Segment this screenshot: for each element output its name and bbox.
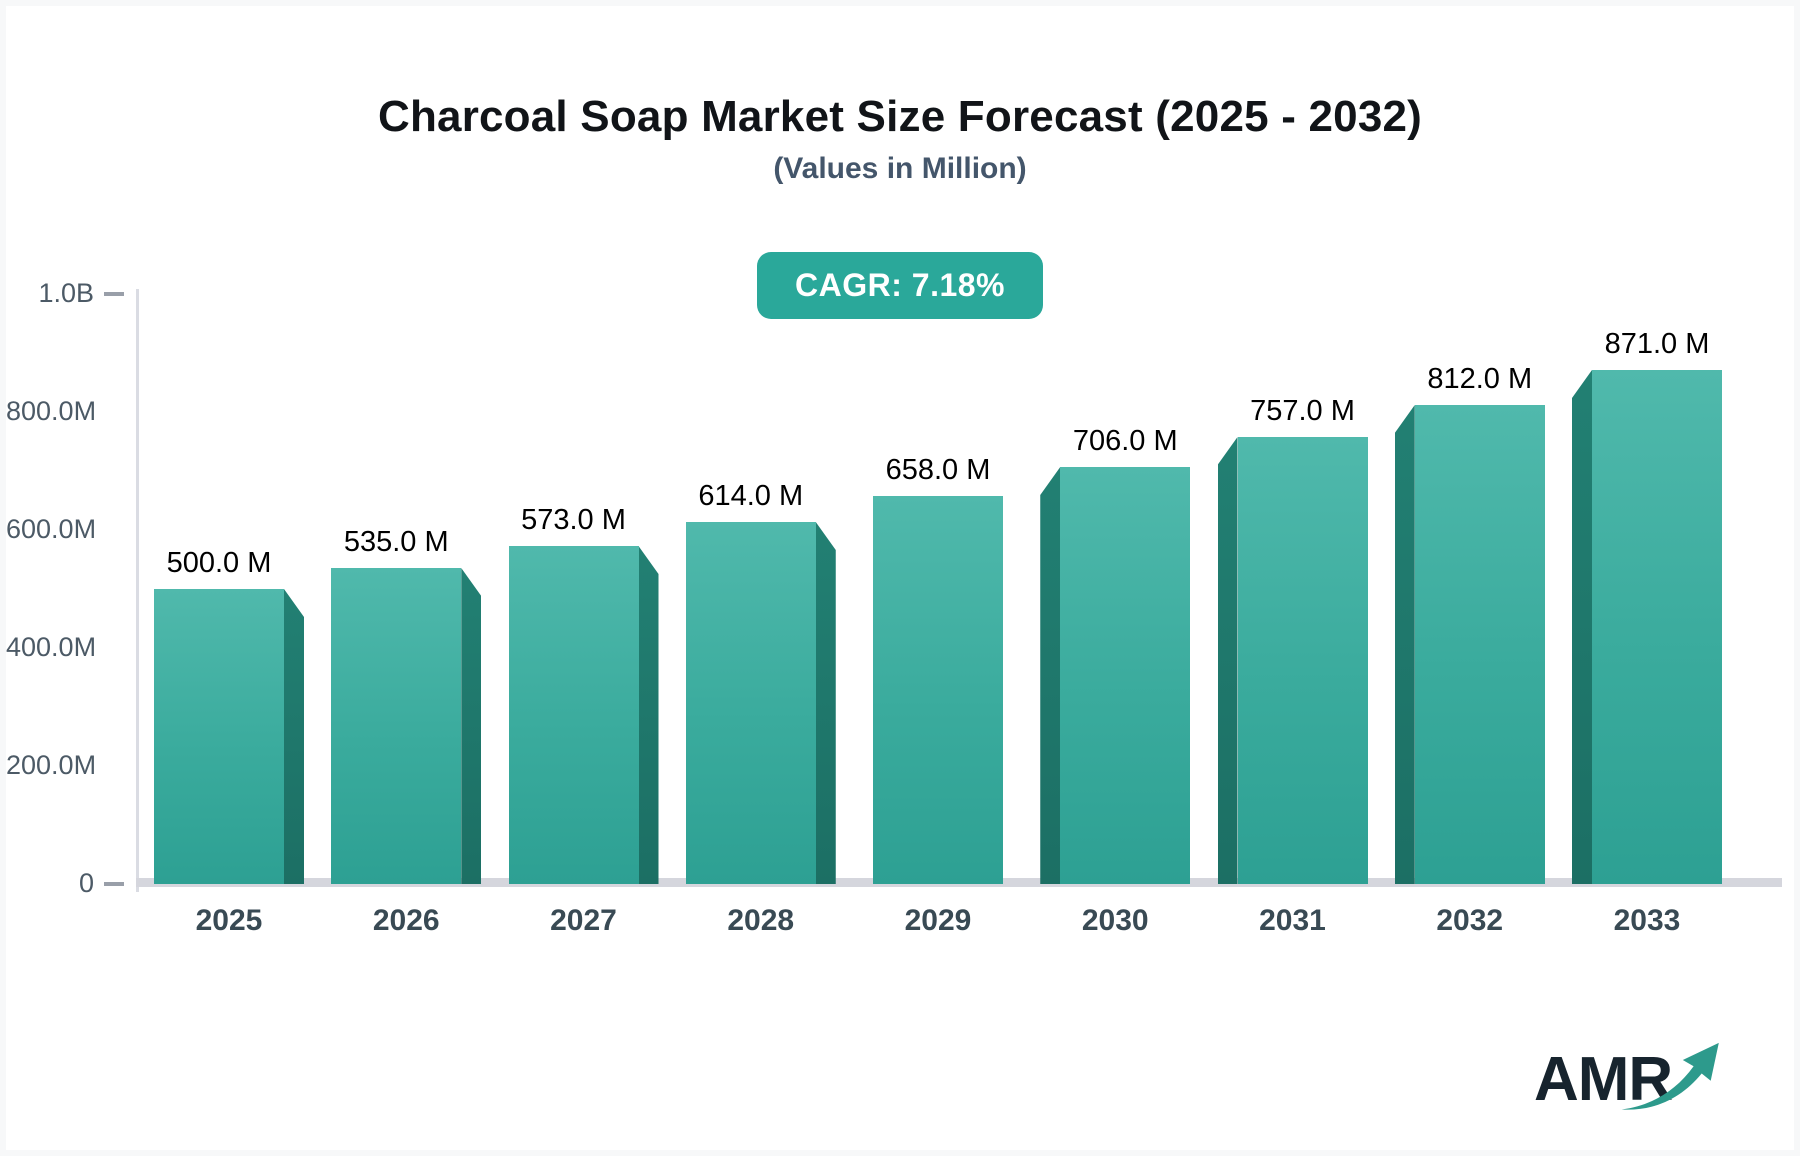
y-tick-label: 400.0M xyxy=(6,632,97,662)
bar-2028: 614.0 M xyxy=(685,480,836,884)
x-tick-label-2026: 2026 xyxy=(372,904,440,937)
bar-value-label: 500.0 M xyxy=(166,547,272,579)
x-tick-label-2027: 2027 xyxy=(550,904,617,937)
bar-value-label: 757.0 M xyxy=(1250,395,1355,427)
bar-2029: 658.0 M xyxy=(873,454,1003,884)
bar-side-face xyxy=(284,589,304,884)
bar-value-label: 706.0 M xyxy=(1072,425,1178,457)
chart-canvas: Charcoal Soap Market Size Forecast (2025… xyxy=(6,6,1794,1150)
bar-2026: 535.0 M xyxy=(331,526,482,884)
y-tick-label: 600.0M xyxy=(6,514,97,544)
bar-2031: 757.0 M xyxy=(1217,395,1368,884)
cagr-badge: CAGR: 7.18% xyxy=(757,252,1043,319)
x-tick-label-2032: 2032 xyxy=(1436,904,1504,937)
x-tick-label-2030: 2030 xyxy=(1081,904,1149,937)
y-tick-label: 800.0M xyxy=(6,396,97,426)
bar-2025: 500.0 M xyxy=(154,547,304,884)
bar-value-label: 812.0 M xyxy=(1427,363,1533,395)
x-tick-label-2033: 2033 xyxy=(1613,904,1681,937)
amr-logo-arrow-icon xyxy=(1621,1042,1719,1110)
y-tick-mark xyxy=(104,292,124,296)
x-tick-label-2028: 2028 xyxy=(727,904,795,937)
bar-side-face xyxy=(461,568,482,884)
amr-logo: AMR xyxy=(1534,1034,1744,1126)
bar-value-label: 871.0 M xyxy=(1604,328,1710,360)
bar-face xyxy=(1060,467,1191,884)
bar-2032: 812.0 M xyxy=(1394,363,1545,884)
bar-face xyxy=(873,496,1003,884)
x-tick-label-2025: 2025 xyxy=(195,904,263,937)
bar-face xyxy=(508,546,639,884)
bar-face xyxy=(1237,437,1368,884)
bar-side-face xyxy=(638,546,659,884)
bar-side-face xyxy=(1572,370,1592,884)
bar-face xyxy=(1592,370,1722,884)
chart-title: Charcoal Soap Market Size Forecast (2025… xyxy=(377,92,1423,141)
bar-side-face xyxy=(1394,405,1415,884)
bar-side-face xyxy=(815,522,836,884)
y-axis-line xyxy=(136,289,139,892)
bar-face xyxy=(1414,405,1545,884)
bar-2030: 706.0 M xyxy=(1040,425,1191,884)
y-tick-label: 0 xyxy=(78,868,94,898)
x-tick-label-2029: 2029 xyxy=(904,904,972,937)
x-tick-label-2031: 2031 xyxy=(1259,904,1326,937)
y-tick-mark xyxy=(104,882,124,886)
y-tick-label: 200.0M xyxy=(6,750,97,780)
y-tick-label: 1.0B xyxy=(38,278,94,308)
bar-face xyxy=(154,589,284,884)
chart-subtitle: (Values in Million) xyxy=(773,152,1027,185)
bar-side-face xyxy=(1217,437,1238,884)
bar-side-face xyxy=(1040,467,1061,884)
bar-face xyxy=(685,522,816,884)
bar-value-label: 614.0 M xyxy=(698,480,804,512)
bar-value-label: 535.0 M xyxy=(343,526,449,558)
bar-value-label: 658.0 M xyxy=(885,454,991,486)
bar-2027: 573.0 M xyxy=(508,504,659,884)
bar-2033: 871.0 M xyxy=(1572,328,1722,884)
bar-face xyxy=(331,568,462,884)
bar-value-label: 573.0 M xyxy=(521,504,626,536)
